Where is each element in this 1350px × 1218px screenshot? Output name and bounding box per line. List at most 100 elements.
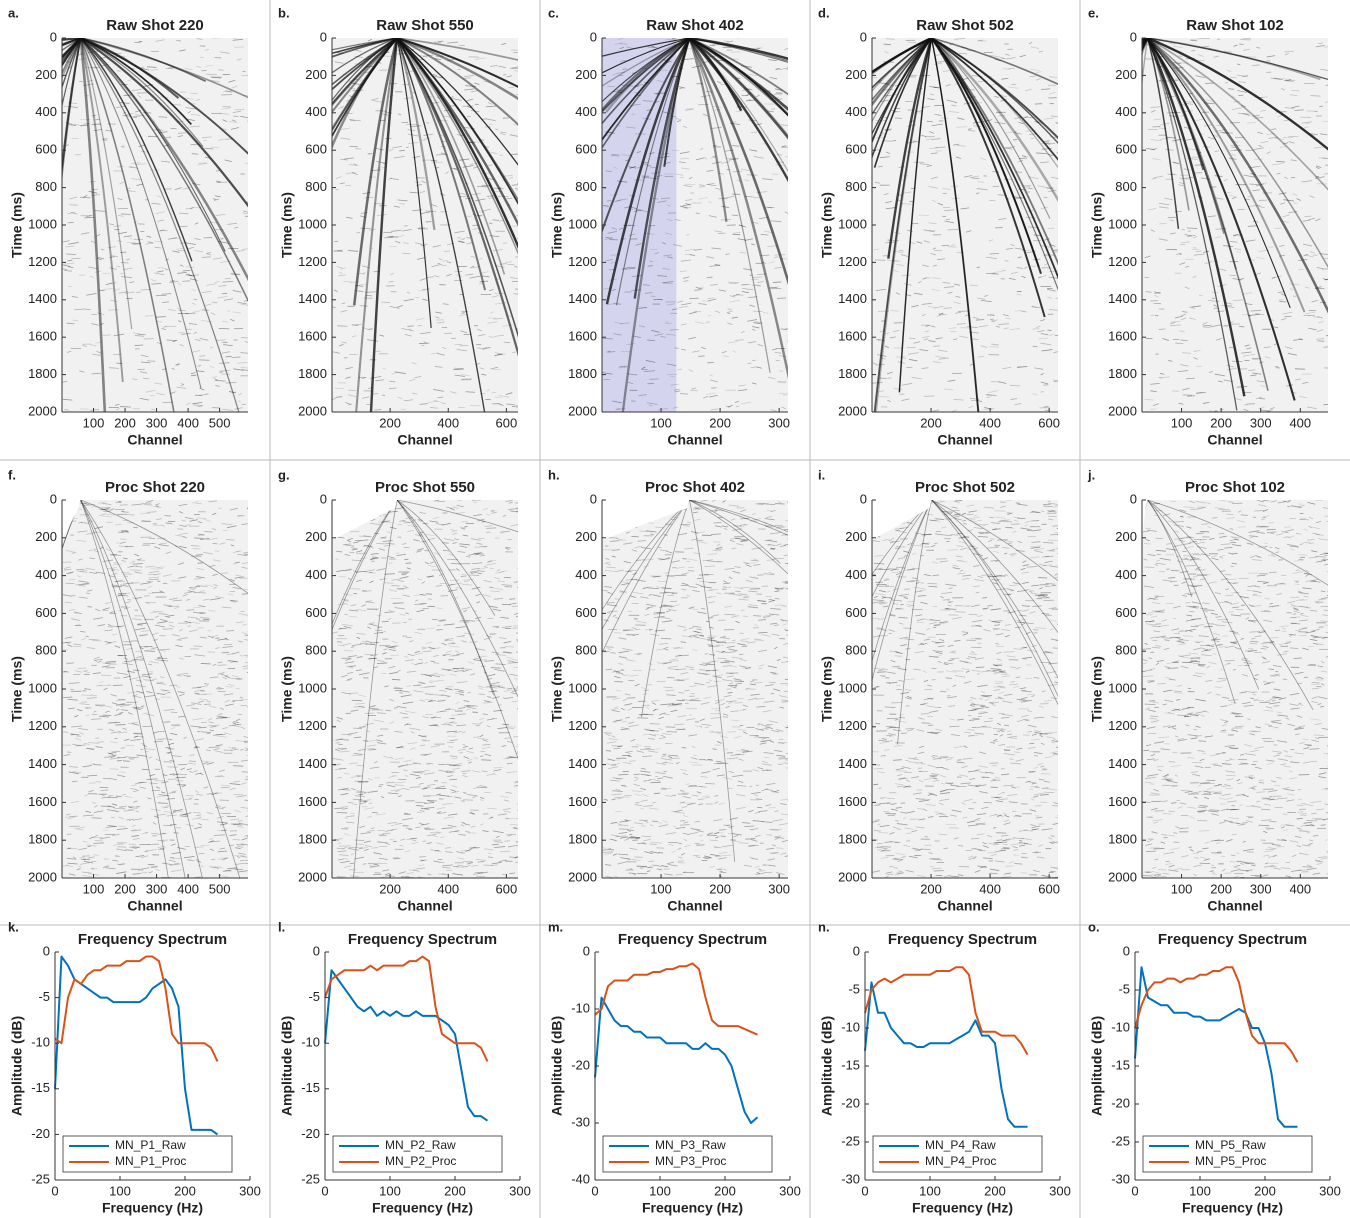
- seismic-noise: [174, 606, 180, 610]
- seismic-noise: [768, 261, 775, 264]
- seismic-noise: [115, 698, 126, 702]
- seismic-noise: [658, 298, 663, 301]
- seismic-noise: [487, 560, 493, 563]
- seismic-noise: [169, 759, 176, 762]
- seismic-noise: [232, 838, 240, 841]
- seismic-noise: [427, 537, 436, 541]
- seismic-noise: [1235, 398, 1242, 401]
- seismic-noise: [135, 810, 139, 813]
- seismic-noise: [443, 816, 455, 819]
- seismic-noise: [1043, 196, 1048, 199]
- seismic-noise: [179, 628, 183, 632]
- seismic-event: [80, 38, 226, 252]
- seismic-noise: [238, 393, 243, 396]
- seismic-noise: [604, 237, 613, 240]
- seismic-noise: [737, 389, 748, 392]
- seismic-noise: [1294, 109, 1304, 111]
- seismic-noise: [161, 659, 169, 662]
- seismic-noise: [241, 369, 248, 372]
- seismic-noise: [744, 179, 750, 182]
- seismic-noise: [227, 222, 237, 225]
- seismic-noise: [194, 790, 200, 793]
- seismic-noise: [744, 195, 753, 198]
- seismic-noise: [136, 558, 142, 561]
- seismic-noise: [470, 825, 476, 828]
- seismic-noise: [508, 177, 513, 180]
- seismic-noise: [132, 378, 138, 381]
- seismic-noise: [1323, 173, 1328, 175]
- seismic-noise: [901, 274, 911, 277]
- seismic-noise: [504, 696, 514, 699]
- seismic-noise: [196, 591, 206, 594]
- seismic-noise: [122, 727, 127, 730]
- seismic-noise: [246, 836, 248, 838]
- seismic-event: [688, 38, 788, 183]
- seismic-noise: [124, 529, 129, 532]
- seismic-noise: [477, 861, 485, 863]
- seismic-noise: [449, 654, 455, 657]
- seismic-noise: [429, 520, 439, 523]
- seismic-noise: [197, 533, 205, 536]
- seismic-noise: [1202, 401, 1210, 404]
- seismic-noise: [1204, 262, 1212, 264]
- seismic-noise: [393, 707, 398, 709]
- seismic-noise: [177, 691, 185, 694]
- seismic-noise: [737, 238, 747, 241]
- seismic-noise: [369, 623, 378, 627]
- seismic-noise: [659, 155, 670, 159]
- seismic-event: [872, 38, 933, 136]
- seismic-noise: [680, 259, 692, 262]
- seismic-noise: [680, 393, 689, 395]
- seismic-noise: [483, 637, 490, 641]
- y-tick-label: 1800: [28, 832, 57, 847]
- seismic-noise: [420, 859, 427, 862]
- seismic-noise: [240, 843, 248, 846]
- seismic-noise: [367, 328, 373, 330]
- seismic-noise: [419, 244, 426, 247]
- seismic-noise: [178, 320, 182, 323]
- seismic-noise: [1000, 57, 1006, 60]
- seismic-noise: [188, 323, 197, 325]
- seismic-noise: [1000, 278, 1005, 280]
- seismic-noise: [953, 143, 960, 146]
- seismic-noise: [505, 791, 513, 794]
- seismic-noise: [1304, 286, 1310, 289]
- seismic-noise: [225, 703, 234, 707]
- seismic-noise: [430, 849, 441, 852]
- seismic-noise: [347, 250, 359, 252]
- seismic-noise: [930, 138, 941, 141]
- seismic-noise: [216, 717, 225, 719]
- y-tick-label: 600: [845, 142, 867, 157]
- seismic-noise: [404, 850, 411, 853]
- seismic-noise: [143, 748, 155, 750]
- seismic-noise: [451, 167, 457, 170]
- seismic-noise: [1269, 407, 1275, 410]
- seismic-noise: [411, 662, 415, 665]
- seismic-noise: [427, 799, 435, 803]
- seismic-noise: [437, 262, 441, 266]
- seismic-noise: [1306, 406, 1317, 409]
- seismic-event: [931, 38, 1058, 86]
- seismic-noise: [155, 868, 160, 871]
- seismic-noise: [119, 102, 130, 104]
- seismic-noise: [364, 653, 374, 656]
- seismic-event: [689, 38, 788, 62]
- seismic-noise: [120, 262, 129, 264]
- seismic-noise: [77, 521, 82, 524]
- seismic-noise: [64, 601, 73, 604]
- seismic-noise: [176, 674, 182, 677]
- seismic-noise: [666, 363, 677, 367]
- seismic-noise: [221, 572, 229, 574]
- seismic-noise: [1227, 367, 1237, 371]
- seismic-noise: [217, 821, 228, 824]
- seismic-noise: [748, 341, 757, 344]
- seismic-noise: [166, 798, 176, 800]
- seismic-noise: [122, 582, 134, 585]
- seismic-noise: [113, 288, 121, 292]
- seismic-noise: [485, 105, 497, 108]
- seismic-noise: [378, 520, 389, 523]
- seismic-noise: [615, 71, 625, 74]
- seismic-noise: [179, 657, 184, 660]
- seismic-noise: [477, 347, 485, 350]
- y-tick-label: 1800: [568, 366, 597, 381]
